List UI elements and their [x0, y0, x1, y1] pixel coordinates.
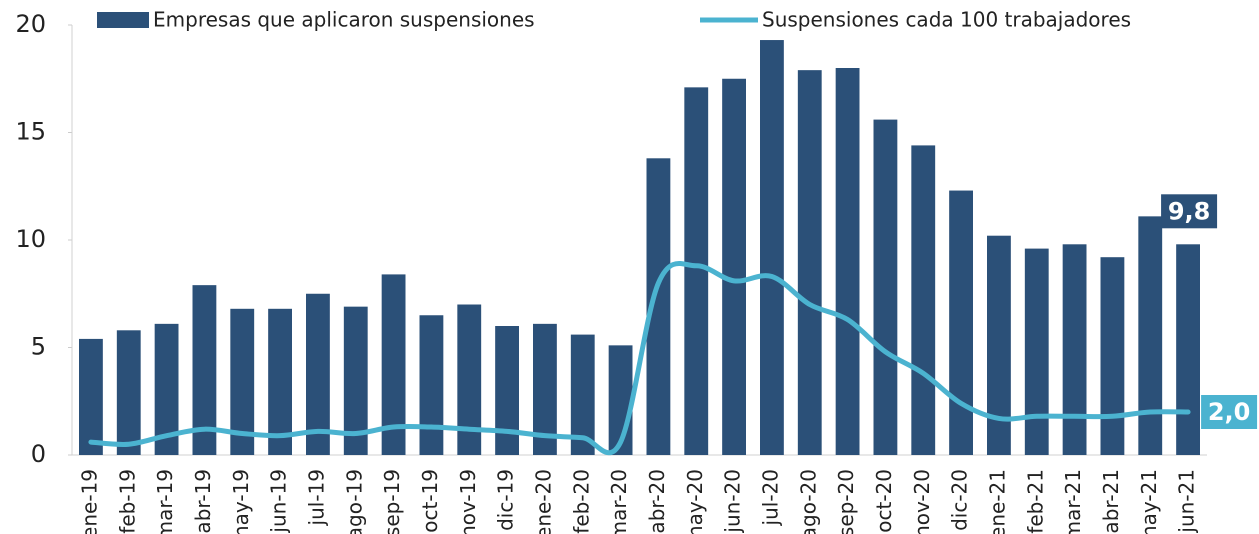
- bar: [495, 326, 520, 455]
- bar: [684, 87, 709, 455]
- bar: [646, 158, 671, 456]
- bar: [1176, 244, 1201, 455]
- bar: [532, 323, 557, 455]
- bar: [305, 293, 330, 455]
- bar: [835, 68, 860, 455]
- bar: [419, 315, 444, 455]
- x-tick-label: sep-19: [380, 469, 404, 534]
- x-tick-label: ago-19: [342, 469, 366, 534]
- x-tick-label: jun-21: [1175, 469, 1199, 534]
- x-tick-label: mar-21: [1061, 469, 1085, 534]
- bar: [797, 70, 822, 456]
- bar: [986, 235, 1011, 455]
- x-tick-label: feb-21: [1023, 469, 1047, 534]
- x-tick-label: jul-19: [304, 469, 328, 526]
- value-label: 9,8: [1168, 197, 1211, 225]
- bar: [343, 306, 368, 455]
- bar: [1100, 257, 1125, 455]
- x-tick-label: oct-20: [872, 469, 896, 533]
- y-tick-label: 5: [31, 333, 46, 361]
- bar: [78, 338, 103, 455]
- value-label-box: [1161, 194, 1218, 229]
- value-label-box: [1201, 395, 1258, 429]
- x-tick-label: jun-19: [267, 469, 291, 534]
- x-tick-label: feb-19: [115, 469, 139, 534]
- bar: [268, 308, 293, 455]
- y-tick-label: 20: [15, 10, 46, 38]
- bar: [911, 145, 936, 455]
- x-tick-label: sep-20: [834, 469, 858, 534]
- x-tick-label: ene-20: [531, 469, 555, 534]
- x-tick-label: dic-19: [494, 469, 518, 531]
- x-tick-label: jun-20: [721, 469, 745, 534]
- bar: [457, 304, 482, 455]
- x-tick-label: oct-19: [418, 469, 442, 533]
- line: [88, 261, 1191, 456]
- bar: [1062, 244, 1087, 455]
- y-tick-label: 15: [15, 118, 46, 146]
- x-tick-label: feb-20: [569, 469, 593, 534]
- x-tick-label: jul-20: [758, 469, 782, 526]
- bar: [1138, 216, 1163, 455]
- x-tick-label: dic-20: [948, 469, 972, 531]
- bar: [381, 274, 406, 455]
- y-tick-label: 0: [31, 440, 46, 468]
- bar: [722, 78, 747, 455]
- value-label: 2,0: [1208, 398, 1251, 426]
- x-tick-label: abr-19: [191, 469, 215, 534]
- x-tick-label: may-21: [1137, 469, 1161, 534]
- bar: [192, 285, 217, 455]
- x-tick-label: nov-20: [910, 469, 934, 534]
- bar: [230, 308, 255, 455]
- bar: [759, 40, 784, 456]
- bar: [1024, 248, 1049, 455]
- x-tick-label: ene-19: [77, 469, 101, 534]
- legend-swatch: [97, 12, 149, 28]
- bar: [116, 330, 141, 455]
- x-tick-label: ene-21: [985, 469, 1009, 534]
- x-tick-label: nov-19: [456, 469, 480, 534]
- bar: [873, 119, 898, 455]
- bar: [154, 323, 179, 455]
- x-tick-label: ago-20: [796, 469, 820, 534]
- x-tick-label: abr-20: [645, 469, 669, 534]
- legend-label: Empresas que aplicaron suspensiones: [153, 8, 535, 32]
- bar: [570, 334, 595, 455]
- x-tick-label: may-19: [229, 469, 253, 534]
- x-tick-label: mar-19: [153, 469, 177, 534]
- y-tick-label: 10: [15, 225, 46, 253]
- bar: [949, 190, 974, 456]
- legend-label: Suspensiones cada 100 trabajadores: [762, 8, 1131, 32]
- x-tick-label: may-20: [683, 469, 707, 534]
- x-tick-label: abr-21: [1099, 469, 1123, 534]
- x-tick-label: mar-20: [607, 469, 631, 534]
